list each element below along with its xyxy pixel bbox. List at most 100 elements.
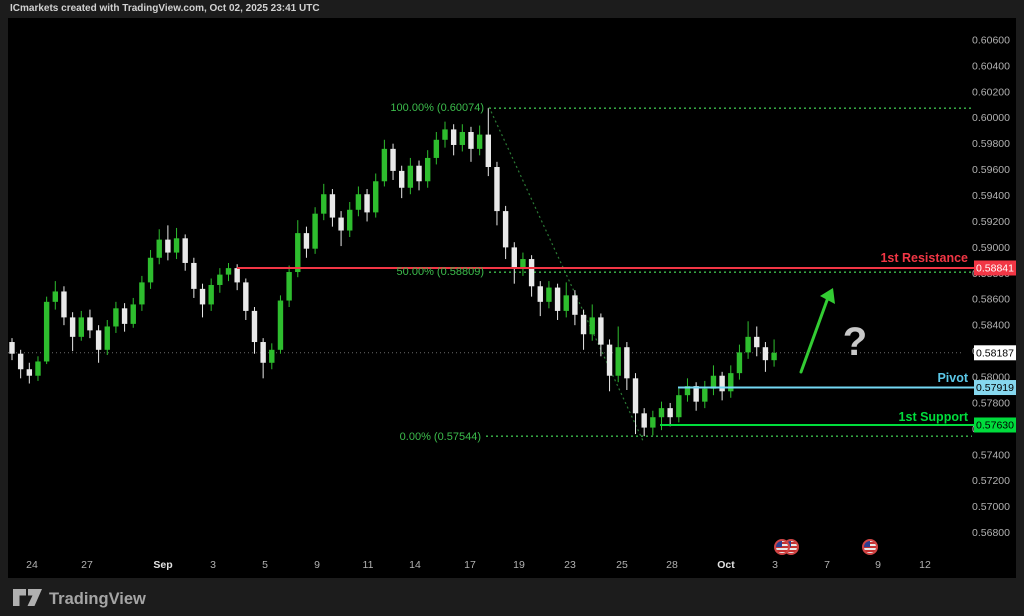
us-flag-event-icon[interactable] <box>775 540 789 554</box>
candle <box>606 339 613 392</box>
price-axis-labels: 0.58841 0.57919 0.57630 0.58187 <box>974 260 1016 433</box>
price-tick: 0.60600 <box>972 34 1010 46</box>
candle <box>43 296 50 365</box>
candle <box>416 160 422 191</box>
arrow-head-icon <box>820 288 835 304</box>
candle <box>17 349 24 379</box>
candle <box>95 325 102 363</box>
fib-trendline[interactable] <box>488 106 645 444</box>
axis-price-label <box>974 345 1016 361</box>
footer-bar: TradingView <box>0 580 1024 616</box>
price-tick: 0.58600 <box>972 294 1010 306</box>
candle <box>615 326 621 383</box>
candle <box>520 252 526 276</box>
candle <box>433 132 440 165</box>
candle <box>338 211 344 247</box>
price-tick: 0.59000 <box>972 242 1010 254</box>
candle <box>69 312 76 352</box>
time-tick: 25 <box>616 559 628 571</box>
candle <box>260 338 266 379</box>
price-tick: 0.57800 <box>972 397 1010 409</box>
axis-price-label <box>974 417 1016 433</box>
candle <box>87 309 93 339</box>
tradingview-logo-icon-7 <box>27 589 42 606</box>
candle <box>217 268 223 293</box>
candle <box>286 265 292 308</box>
candle <box>450 124 457 156</box>
support-label[interactable]: 1st Support <box>899 410 969 424</box>
candle <box>182 234 188 271</box>
chart-canvas[interactable] <box>8 18 1016 578</box>
time-tick: 9 <box>314 559 320 571</box>
fib-label-100[interactable]: 100.00% (0.60074) <box>390 102 484 114</box>
candle <box>511 242 517 284</box>
projection-arrow[interactable] <box>799 288 835 374</box>
time-axis[interactable]: 24 27 Sep 3 5 9 11 14 17 19 23 25 28 Oct 3 7 9 12 <box>26 559 931 571</box>
candle <box>61 286 67 326</box>
candle <box>269 343 275 370</box>
question-mark-annotation[interactable]: ? <box>843 320 867 364</box>
price-tick: 0.57000 <box>972 501 1010 513</box>
candle <box>329 189 336 227</box>
candle <box>312 207 318 254</box>
resistance-label[interactable]: 1st Resistance <box>880 251 968 265</box>
candle <box>225 262 232 282</box>
candle <box>572 290 578 326</box>
candle <box>199 283 206 318</box>
time-tick: 9 <box>875 559 881 571</box>
candle <box>381 139 388 187</box>
candle <box>728 365 734 398</box>
event-markers[interactable] <box>774 539 878 555</box>
time-tick: 28 <box>666 559 678 571</box>
candle <box>485 108 491 177</box>
tradingview-logo-icon <box>13 589 26 606</box>
candle <box>667 402 673 427</box>
time-tick: 19 <box>513 559 525 571</box>
time-tick: 7 <box>824 559 830 571</box>
candle <box>173 227 180 260</box>
candle <box>390 143 396 180</box>
candle <box>710 365 717 396</box>
candle <box>243 278 249 320</box>
price-tick: 0.59600 <box>972 164 1010 176</box>
candle <box>208 278 214 311</box>
candle <box>321 183 327 221</box>
candle <box>684 378 691 402</box>
candle <box>251 307 258 354</box>
time-tick: Sep <box>153 559 172 571</box>
tradingview-logo[interactable]: TradingView <box>12 586 182 610</box>
candle <box>771 339 777 367</box>
price-tick: 0.60200 <box>972 86 1010 98</box>
candle <box>303 226 310 258</box>
price-tick: 0.59200 <box>972 216 1010 228</box>
axis-price-label <box>974 380 1016 396</box>
candle <box>580 309 587 350</box>
candle <box>563 282 569 318</box>
candle <box>693 382 699 411</box>
axis-price-label-text: 0.57919 <box>976 382 1014 394</box>
fib-label-0[interactable]: 0.00% (0.57544) <box>400 431 481 443</box>
time-tick: 12 <box>919 559 931 571</box>
candle <box>624 342 630 390</box>
price-axis[interactable]: 0.60600 0.60400 0.60200 0.60000 0.59800 0.596… <box>972 34 1010 539</box>
us-flag-event-icon[interactable] <box>863 540 877 554</box>
candle <box>78 310 84 341</box>
fib-label-50[interactable]: 50.00% (0.58809) <box>397 266 484 278</box>
axis-price-label-text: 0.58841 <box>976 263 1014 275</box>
time-tick: 3 <box>772 559 778 571</box>
candle <box>52 281 58 310</box>
attribution-text: ICmarkets created with TradingView.com, … <box>10 3 320 14</box>
candle <box>641 408 647 437</box>
level-lines[interactable] <box>237 267 975 426</box>
time-tick: 5 <box>262 559 268 571</box>
candle <box>476 125 483 156</box>
time-tick: 24 <box>26 559 38 571</box>
candle <box>26 362 33 384</box>
time-tick: 23 <box>564 559 576 571</box>
pivot-label[interactable]: Pivot <box>937 371 968 385</box>
candle <box>719 371 725 401</box>
candle <box>121 303 128 332</box>
candle <box>502 205 509 260</box>
time-tick: 11 <box>363 559 374 571</box>
candle <box>277 295 284 354</box>
